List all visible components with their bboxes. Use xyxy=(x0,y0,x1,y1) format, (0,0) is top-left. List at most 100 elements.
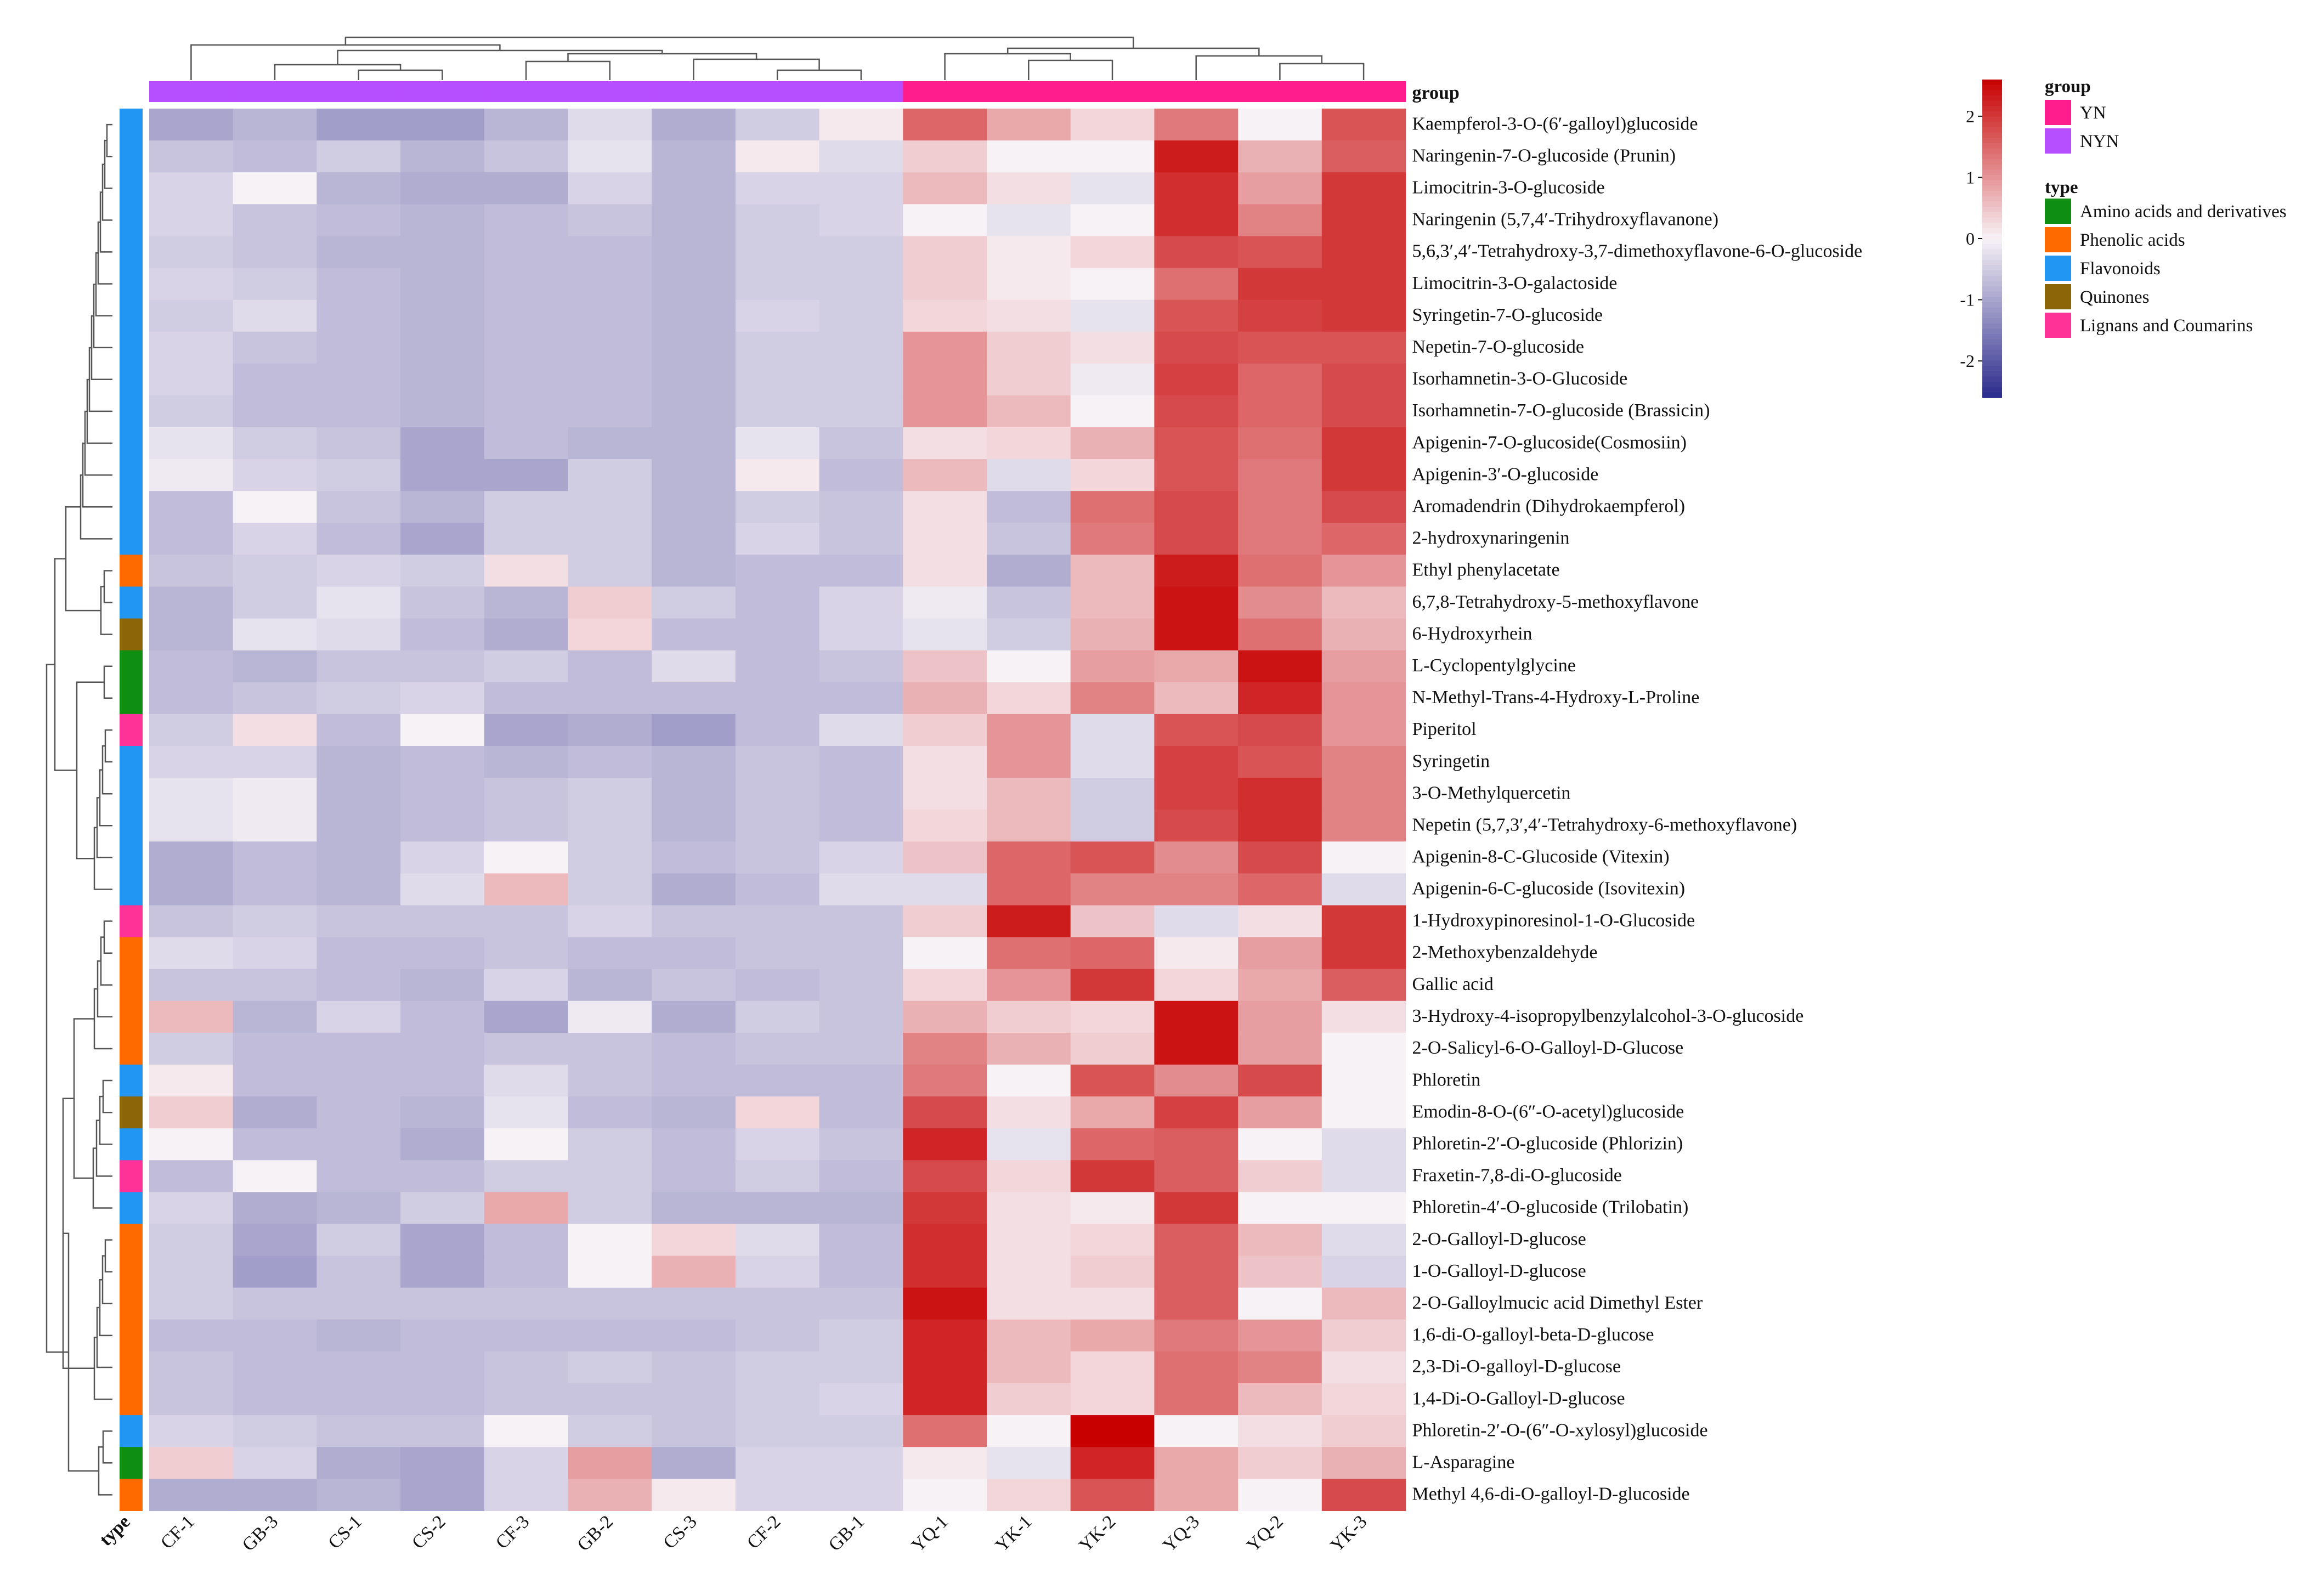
heatmap-cell xyxy=(568,1192,652,1225)
heatmap-cell xyxy=(484,427,569,460)
heatmap-cell xyxy=(1154,650,1239,683)
heatmap-cell xyxy=(903,109,987,141)
colorbar-step xyxy=(1982,291,2002,298)
heatmap-cell xyxy=(987,268,1071,301)
heatmap-cell xyxy=(484,969,569,1002)
heatmap-cell xyxy=(652,1032,736,1065)
heatmap-cell xyxy=(400,140,485,173)
heatmap-cell xyxy=(149,491,234,523)
heatmap-cell xyxy=(735,746,820,778)
heatmap-cell xyxy=(1321,682,1406,715)
heatmap-cell xyxy=(819,650,903,683)
heatmap-cell xyxy=(1154,1479,1239,1511)
legend-type-label: Quinones xyxy=(2080,287,2150,307)
heatmap-cells xyxy=(149,109,1406,1511)
heatmap-cell xyxy=(1154,1192,1239,1225)
heatmap-cell xyxy=(233,1224,317,1257)
heatmap-cell xyxy=(1321,1128,1406,1161)
heatmap-cell xyxy=(149,618,234,651)
heatmap-cell xyxy=(652,618,736,651)
row-dendrogram xyxy=(46,123,112,1496)
legend-type-swatch xyxy=(2045,313,2071,338)
type-bar-cell xyxy=(120,586,143,619)
heatmap-cell xyxy=(1154,1224,1239,1257)
row-label: Gallic acid xyxy=(1412,974,1494,994)
colorbar-step xyxy=(1982,191,2002,197)
group-bar-cell xyxy=(1070,81,1155,102)
heatmap-cell xyxy=(987,299,1071,332)
heatmap-cell xyxy=(316,650,401,683)
heatmap-cell xyxy=(1070,618,1155,651)
heatmap-cell xyxy=(400,650,485,683)
heatmap-cell xyxy=(652,1192,736,1225)
heatmap-cell xyxy=(1070,1160,1155,1192)
heatmap-cell xyxy=(568,1351,652,1384)
heatmap-cell xyxy=(316,1255,401,1288)
heatmap-cell xyxy=(568,331,652,364)
heatmap-cell xyxy=(652,1255,736,1288)
heatmap-cell xyxy=(987,1415,1071,1447)
heatmap-cell xyxy=(484,586,569,619)
heatmap-cell xyxy=(1321,459,1406,491)
heatmap-cell xyxy=(987,905,1071,938)
heatmap-cell xyxy=(1238,1128,1322,1161)
heatmap-cell xyxy=(149,1032,234,1065)
heatmap-cell xyxy=(735,937,820,970)
heatmap-cell xyxy=(1070,1128,1155,1161)
heatmap-cell xyxy=(233,1000,317,1033)
colorbar-step xyxy=(1982,100,2002,107)
row-label: Phloretin xyxy=(1412,1070,1481,1090)
heatmap-cell xyxy=(1070,714,1155,746)
type-annotation-bar xyxy=(120,109,143,1511)
heatmap-cell xyxy=(903,459,987,491)
heatmap-cell xyxy=(316,714,401,746)
heatmap-cell xyxy=(1154,172,1239,205)
heatmap-cell xyxy=(819,1128,903,1161)
heatmap-cell xyxy=(316,778,401,810)
heatmap-cell xyxy=(819,1447,903,1479)
heatmap-cell xyxy=(1154,714,1239,746)
heatmap-cell xyxy=(819,810,903,842)
heatmap-cell xyxy=(1321,140,1406,173)
type-bar-cell xyxy=(120,1479,143,1511)
heatmap-cell xyxy=(652,491,736,523)
heatmap-cell xyxy=(568,555,652,587)
heatmap-cell xyxy=(149,1351,234,1384)
row-label: 1-Hydroxypinoresinol-1-O-Glucoside xyxy=(1412,910,1695,931)
heatmap-cell xyxy=(903,172,987,205)
heatmap-cell xyxy=(1321,204,1406,236)
type-bar-cell xyxy=(120,1383,143,1416)
heatmap-cell xyxy=(484,937,569,970)
heatmap-cell xyxy=(484,555,569,587)
row-label: Naringenin-7-O-glucoside (Prunin) xyxy=(1412,145,1676,166)
row-label: L-Asparagine xyxy=(1412,1452,1515,1473)
heatmap-cell xyxy=(400,873,485,906)
heatmap-cell xyxy=(1154,1000,1239,1033)
heatmap-cell xyxy=(400,1065,485,1097)
heatmap-cell xyxy=(819,1415,903,1447)
heatmap-cell xyxy=(400,682,485,715)
heatmap-cell xyxy=(1154,236,1239,269)
row-label: 6-Hydroxyrhein xyxy=(1412,624,1533,644)
heatmap-cell xyxy=(987,109,1071,141)
heatmap-cell xyxy=(903,1479,987,1511)
heatmap-cell xyxy=(1238,1351,1322,1384)
heatmap-cell xyxy=(568,236,652,269)
heatmap-cell xyxy=(819,1096,903,1129)
heatmap-cell xyxy=(987,1160,1071,1192)
heatmap-cell xyxy=(149,778,234,810)
heatmap-cell xyxy=(484,841,569,874)
colorbar-step xyxy=(1982,307,2002,314)
heatmap-cell xyxy=(400,1383,485,1416)
heatmap-cell xyxy=(1070,873,1155,906)
heatmap-cell xyxy=(735,1415,820,1447)
heatmap-cell xyxy=(1321,586,1406,619)
colorbar-step xyxy=(1982,334,2002,340)
heatmap-cell xyxy=(652,1447,736,1479)
group-bar-cell xyxy=(652,81,736,102)
colorbar-step xyxy=(1982,350,2002,356)
row-label: 1,6-di-O-galloyl-beta-D-glucose xyxy=(1412,1325,1654,1345)
heatmap-cell xyxy=(819,140,903,173)
heatmap-cell xyxy=(484,1287,569,1320)
heatmap-cell xyxy=(1321,236,1406,269)
